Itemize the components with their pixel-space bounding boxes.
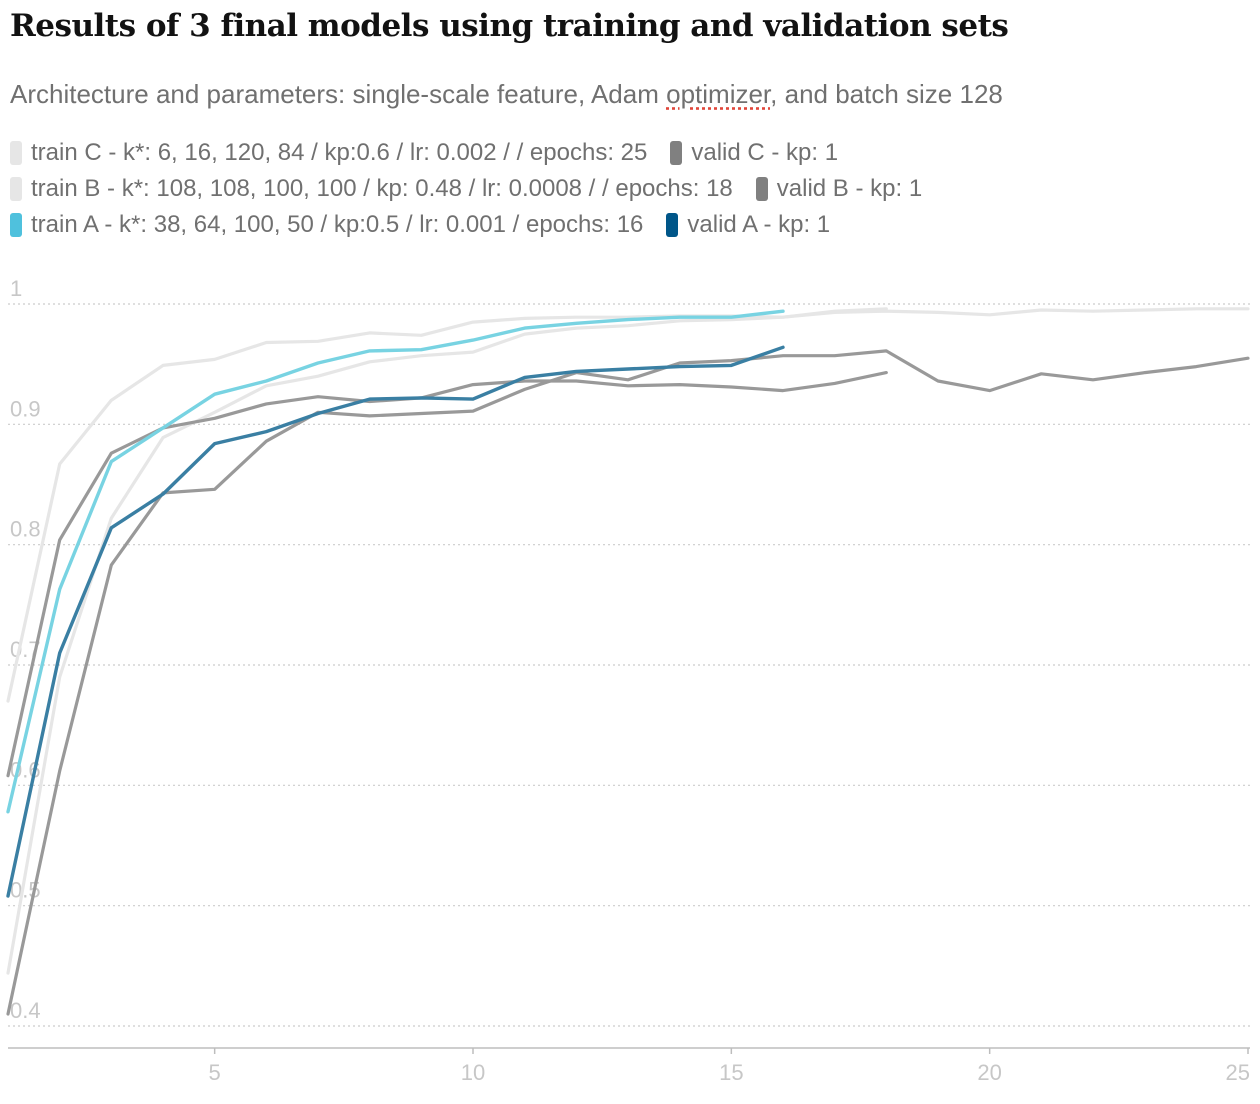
legend-item-valid-c: valid C - kp: 1 [670,139,838,167]
series-line-valid-b [6,370,888,778]
x-tick-label: 5 [209,1060,221,1085]
series-line-valid-a [6,345,785,898]
legend-row-c: train C - k*: 6, 16, 120, 84 / kp:0.6 / … [10,138,838,168]
y-tick-label: 0.8 [10,517,41,542]
series-line-train-c [6,307,1250,703]
line-chart: 0.40.50.60.70.80.91 5 10 15 20 25 [6,276,1250,1085]
legend-swatch-train-a [10,213,22,237]
legend-swatch-train-c [10,141,22,165]
series-layer [6,307,1250,1016]
series-line-train-a [6,309,785,814]
series-line-valid-c [6,349,1250,1016]
legend-label-valid-a: valid A - kp: 1 [687,211,831,238]
legend-item-valid-b: valid B - kp: 1 [755,175,923,203]
legend-swatch-train-b [10,177,22,201]
series-line-train-b [6,307,888,975]
subtitle-text-start: Architecture and parameters: single-scal… [10,79,667,109]
legend-item-valid-a: valid A - kp: 1 [666,211,830,239]
x-tick-label: 10 [461,1060,485,1085]
grid-layer [8,303,1250,1049]
legend-item-train-c: train C - k*: 6, 16, 120, 84 / kp:0.6 / … [10,139,647,167]
x-tick-label: 20 [977,1060,1001,1085]
legend-row-b: train B - k*: 108, 108, 100, 100 / kp: 0… [10,174,922,204]
chart-subtitle: Architecture and parameters: single-scal… [10,79,1003,110]
legend-item-train-b: train B - k*: 108, 108, 100, 100 / kp: 0… [10,175,733,203]
chart-title: Results of 3 final models using training… [10,8,1009,44]
y-tick-label: 0.9 [10,396,41,421]
y-tick-label: 0.4 [10,998,41,1023]
x-tick-label: 15 [719,1060,743,1085]
legend-label-valid-c: valid C - kp: 1 [691,139,839,166]
legend-label-train-b: train B - k*: 108, 108, 100, 100 / kp: 0… [31,175,733,202]
x-tick-label: 25 [1226,1060,1250,1085]
legend-item-train-a: train A - k*: 38, 64, 100, 50 / kp:0.5 /… [10,211,643,239]
legend-label-train-a: train A - k*: 38, 64, 100, 50 / kp:0.5 /… [31,211,644,238]
x-axis-ticks: 5 10 15 20 25 [209,1048,1250,1085]
subtitle-flagged-word: optimizer [666,79,771,109]
legend-swatch-valid-b [755,177,768,201]
subtitle-text-end: , and batch size 128 [770,79,1003,109]
legend-label-valid-b: valid B - kp: 1 [776,175,923,202]
y-tick-label: 1 [10,276,22,301]
legend-row-a: train A - k*: 38, 64, 100, 50 / kp:0.5 /… [10,210,830,240]
legend-label-train-c: train C - k*: 6, 16, 120, 84 / kp:0.6 / … [31,139,648,166]
legend-swatch-valid-a [666,213,679,237]
legend-swatch-valid-c [670,141,683,165]
